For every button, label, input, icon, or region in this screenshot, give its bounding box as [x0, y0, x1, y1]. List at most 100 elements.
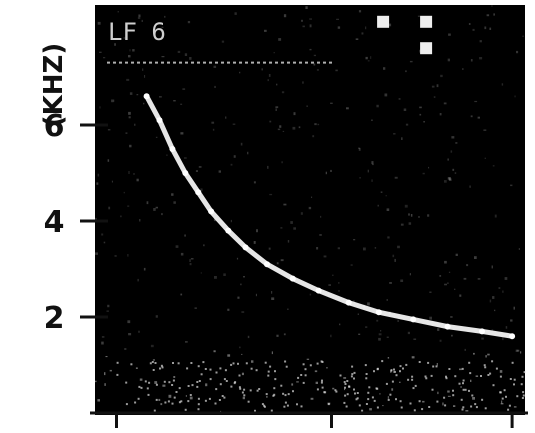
noise-speck [271, 297, 275, 300]
noise-speck [219, 367, 222, 370]
noise-speck [103, 57, 106, 59]
noise-speck [136, 178, 139, 182]
noise-speck [346, 380, 349, 382]
noise-speck [357, 313, 359, 315]
noise-speck [198, 166, 202, 168]
noise-speck [468, 361, 471, 364]
noise-speck [241, 391, 244, 394]
noise-speck [385, 195, 387, 197]
noise-speck [447, 395, 451, 397]
noise-speck [134, 401, 137, 404]
noise-speck [361, 32, 364, 35]
noise-speck [335, 69, 338, 72]
noise-speck [245, 362, 248, 365]
noise-speck [214, 276, 217, 279]
noise-speck [180, 400, 183, 403]
noise-speck [113, 99, 115, 102]
noise-speck [281, 91, 285, 94]
noise-speck [453, 405, 456, 407]
noise-speck [454, 375, 457, 378]
noise-speck [313, 63, 316, 66]
noise-speck [269, 193, 273, 196]
noise-speck [205, 383, 208, 387]
noise-speck [377, 204, 379, 207]
noise-speck [184, 234, 186, 237]
noise-speck [372, 163, 374, 166]
noise-speck [304, 368, 307, 371]
noise-speck [124, 348, 127, 350]
noise-speck [418, 400, 421, 403]
noise-speck [171, 193, 174, 196]
noise-speck [95, 217, 97, 220]
marker-square [420, 15, 433, 28]
noise-speck [143, 102, 145, 105]
noise-speck [155, 383, 158, 386]
noise-speck [448, 177, 451, 180]
noise-speck [382, 405, 384, 407]
noise-speck [337, 26, 341, 29]
noise-speck [492, 296, 495, 299]
noise-speck [138, 330, 140, 333]
trace-point [345, 299, 352, 306]
noise-speck [351, 365, 354, 368]
noise-speck [489, 299, 492, 303]
noise-speck [448, 271, 451, 273]
noise-speck [187, 400, 190, 403]
noise-speck [293, 227, 296, 230]
noise-speck [128, 55, 131, 58]
noise-speck [346, 393, 349, 396]
noise-speck [321, 386, 324, 389]
noise-speck [398, 98, 401, 100]
noise-speck [230, 219, 232, 223]
noise-speck [433, 96, 436, 98]
noise-speck [367, 398, 370, 401]
noise-speck [481, 337, 484, 340]
noise-speck [367, 60, 370, 62]
marker-points [377, 15, 433, 55]
noise-speck [402, 367, 404, 370]
noise-speck [428, 166, 430, 169]
noise-speck [237, 296, 240, 299]
noise-speck [313, 54, 316, 57]
noise-speck [280, 384, 283, 387]
noise-speck [442, 402, 444, 406]
noise-speck [139, 378, 143, 381]
noise-speck [297, 376, 300, 379]
noise-speck [173, 376, 176, 378]
noise-speck [369, 408, 372, 411]
noise-speck [168, 381, 171, 384]
noise-speck [316, 362, 319, 365]
noise-speck [447, 390, 450, 393]
noise-speck [144, 75, 146, 78]
noise-speck [243, 276, 245, 278]
noise-speck [267, 370, 270, 373]
noise-speck [462, 382, 464, 385]
noise-speck [516, 50, 519, 54]
noise-speck [470, 379, 472, 382]
noise-speck [311, 196, 313, 198]
noise-speck [419, 49, 421, 53]
noise-speck [403, 108, 407, 111]
noise-speck [346, 107, 349, 110]
noise-speck [448, 178, 452, 181]
noise-speck [407, 331, 410, 335]
noise-speck [499, 391, 502, 394]
noise-speck [175, 391, 178, 393]
noise-speck [137, 397, 140, 400]
noise-speck [189, 263, 192, 266]
noise-speck [477, 278, 481, 280]
noise-speck [204, 368, 207, 370]
noise-speck [358, 333, 361, 335]
noise-speck [460, 386, 462, 388]
noise-speck [284, 360, 287, 363]
noise-speck [151, 361, 154, 363]
noise-speck [409, 402, 412, 405]
noise-speck [153, 409, 156, 412]
noise-speck [480, 375, 482, 377]
noise-speck [323, 391, 326, 394]
noise-speck [408, 222, 412, 225]
noise-speck [494, 309, 496, 312]
noise-speck [436, 400, 439, 403]
noise-speck [332, 387, 335, 390]
noise-speck [159, 96, 162, 98]
